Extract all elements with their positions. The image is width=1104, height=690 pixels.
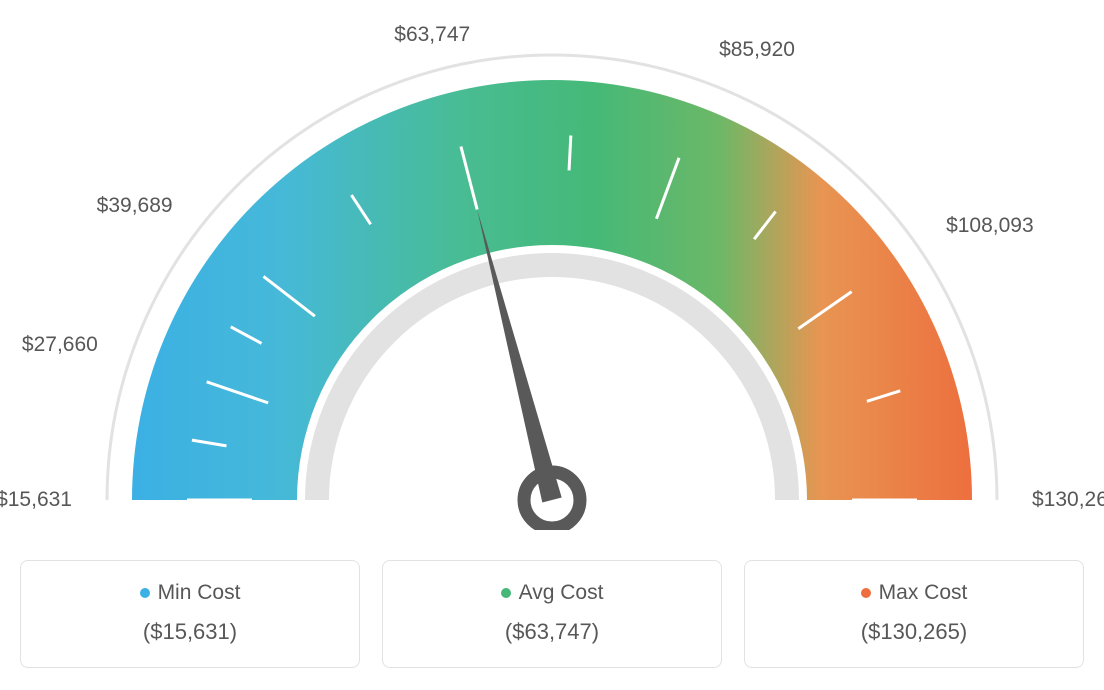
summary-row: Min Cost ($15,631) Avg Cost ($63,747) Ma… <box>20 560 1084 668</box>
gauge-tick-label: $108,093 <box>946 214 1034 238</box>
summary-title-min: Min Cost <box>140 581 241 605</box>
summary-value-max: ($130,265) <box>745 619 1083 645</box>
summary-card-max: Max Cost ($130,265) <box>744 560 1084 668</box>
summary-title-text: Avg Cost <box>519 581 604 605</box>
cost-gauge-widget: $15,631$27,660$39,689$63,747$85,920$108,… <box>20 20 1084 668</box>
summary-title-text: Min Cost <box>158 581 241 605</box>
summary-title-max: Max Cost <box>861 581 968 605</box>
gauge-tick-label: $39,689 <box>97 194 173 218</box>
summary-card-avg: Avg Cost ($63,747) <box>382 560 722 668</box>
gauge-tick-label: $85,920 <box>719 38 795 62</box>
dot-icon <box>140 588 150 598</box>
gauge-tick-label: $27,660 <box>22 333 98 357</box>
summary-title-avg: Avg Cost <box>501 581 604 605</box>
dot-icon <box>501 588 511 598</box>
gauge-tick-label: $15,631 <box>0 488 72 512</box>
summary-card-min: Min Cost ($15,631) <box>20 560 360 668</box>
summary-title-text: Max Cost <box>879 581 968 605</box>
summary-value-avg: ($63,747) <box>383 619 721 645</box>
gauge-tick-label: $63,747 <box>394 23 470 47</box>
gauge-area: $15,631$27,660$39,689$63,747$85,920$108,… <box>20 20 1084 530</box>
gauge-tick-label: $130,265 <box>1032 488 1104 512</box>
summary-value-min: ($15,631) <box>21 619 359 645</box>
dot-icon <box>861 588 871 598</box>
gauge-svg <box>20 20 1084 530</box>
